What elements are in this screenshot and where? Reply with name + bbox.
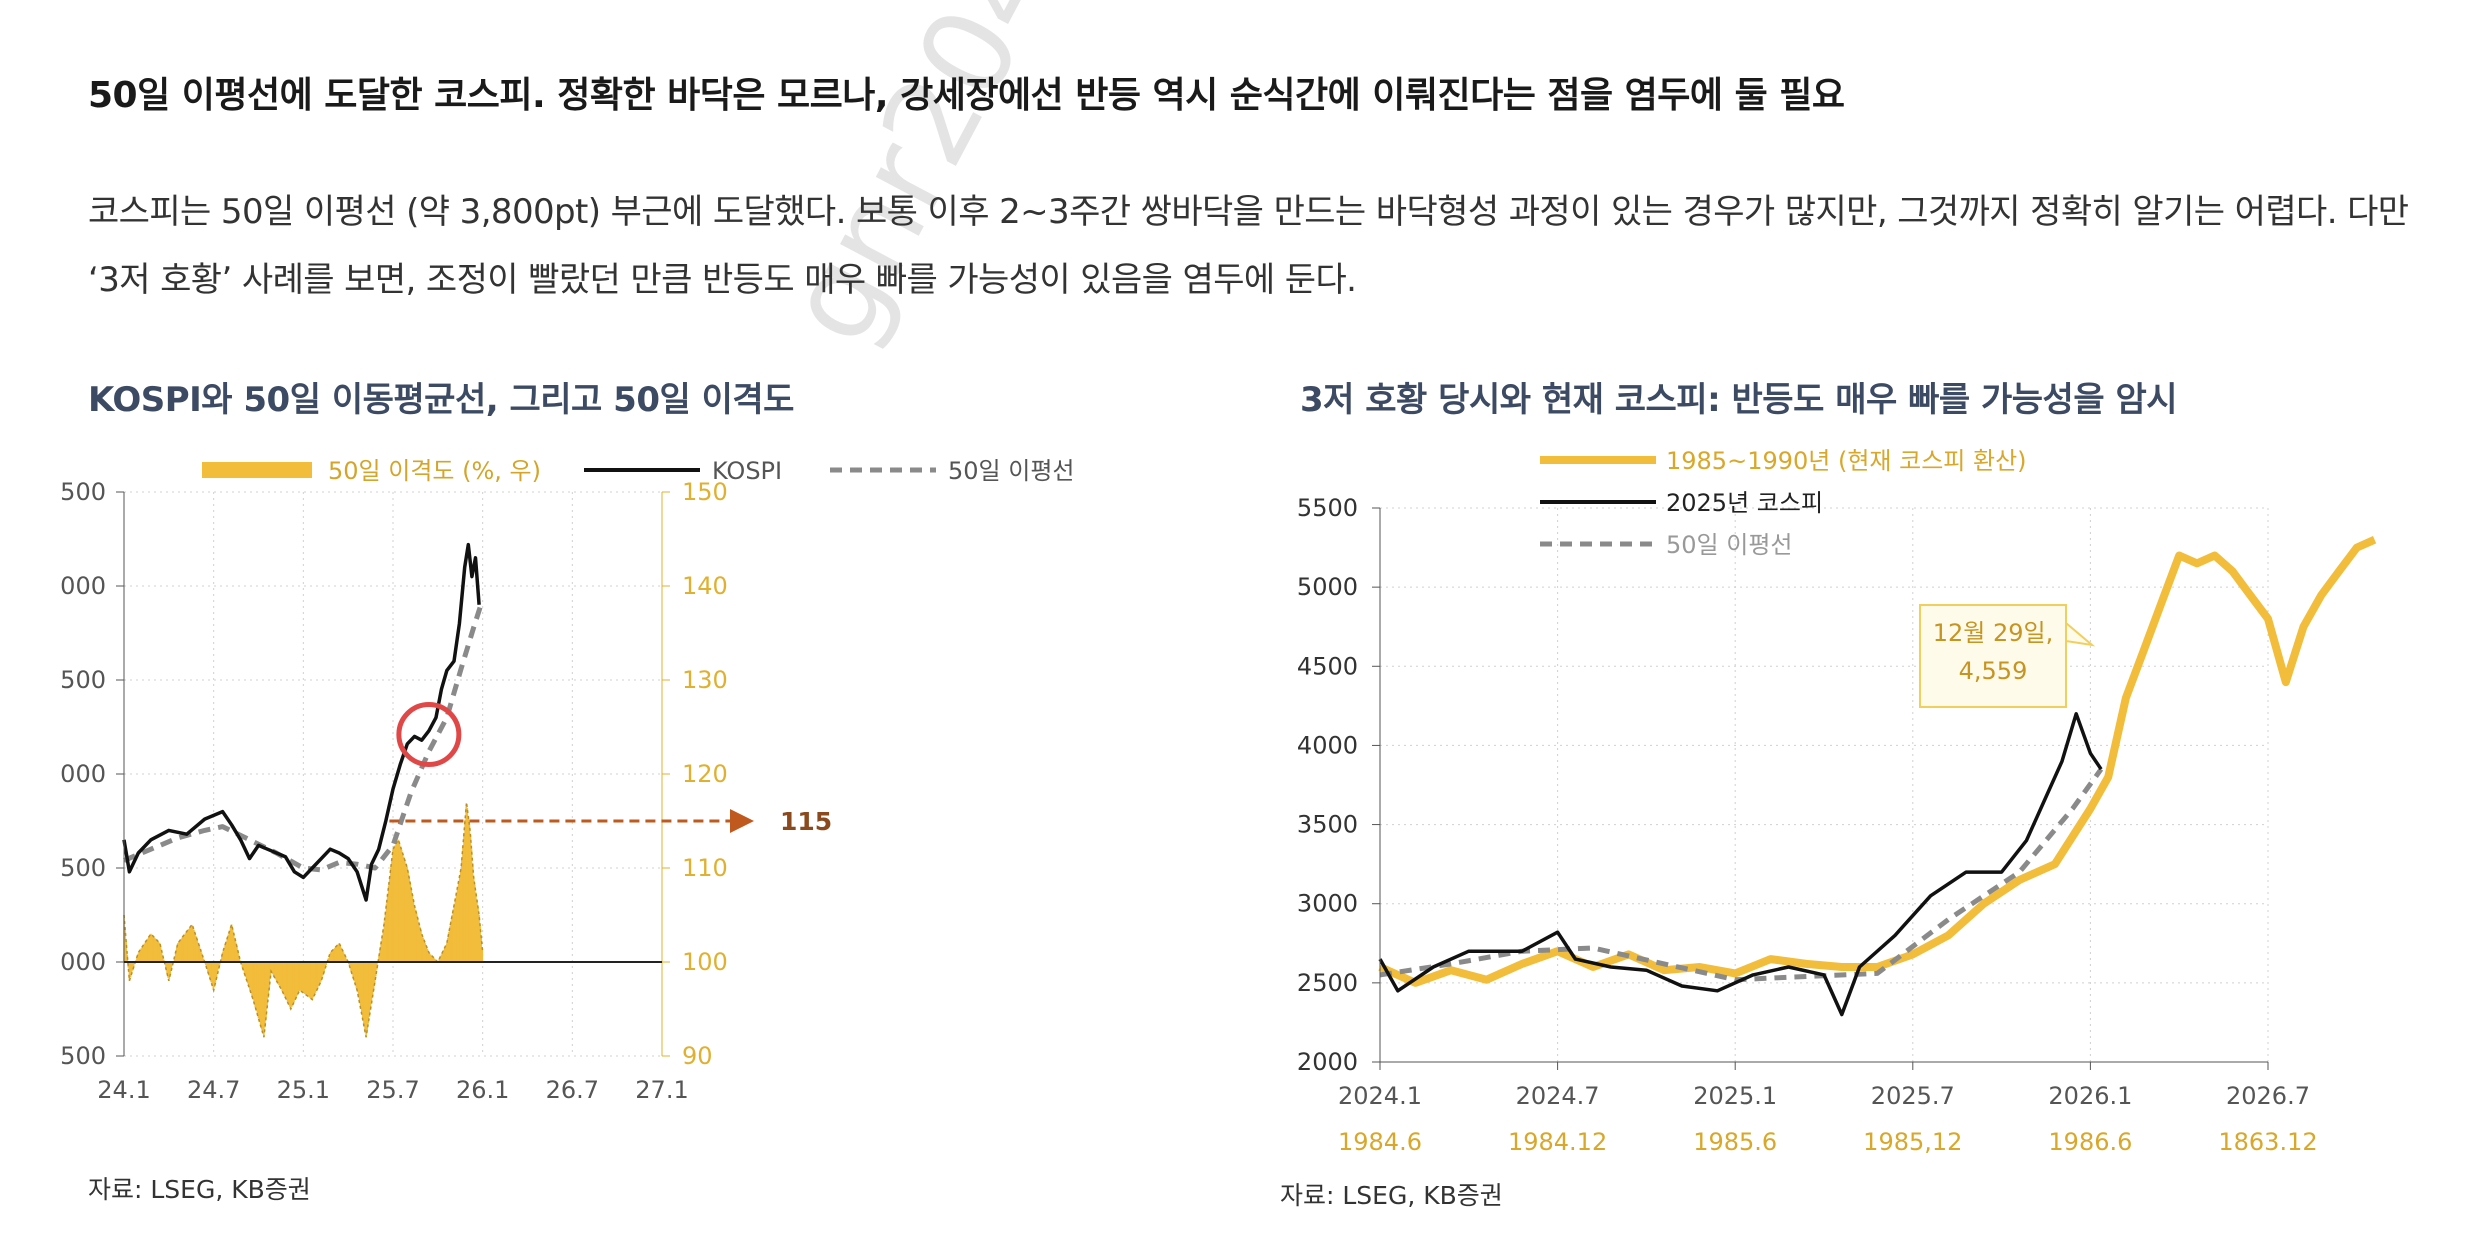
y-tick-label: 2000 [1297, 1048, 1358, 1076]
y-left-tick-label: 1,500 [60, 1042, 106, 1070]
y-tick-label: 3000 [1297, 890, 1358, 918]
y-tick-label: 2500 [1297, 969, 1358, 997]
y-right-tick-label: 110 [682, 854, 728, 882]
callout-pointer [2065, 620, 2096, 647]
x-tick-label: 2025.1 [1693, 1082, 1777, 1110]
left-chart-legend: 50일 이격도 (%, 우) KOSPI 50일 이평선 [202, 457, 1075, 485]
right-chart: 2024.1 1984.6 2024.7 1984.12 2025.1 1985.6 202… [1297, 447, 2377, 1156]
left-chart-grid [124, 491, 663, 1057]
annotation-label: 115 [780, 807, 832, 836]
legend-swatch-deviation [202, 462, 312, 478]
x-tick-label: 25.7 [366, 1076, 419, 1104]
x-tick-label: 2024.1 [1338, 1082, 1422, 1110]
x-tick-label: 27.1 [635, 1076, 688, 1104]
y-right-tick-label: 130 [682, 666, 728, 694]
legend-label-ma50: 50일 이평선 [948, 457, 1075, 485]
highlight-circle [396, 702, 462, 768]
y-left-tick-label: 3,500 [60, 666, 106, 694]
y-right-tick-label: 100 [682, 948, 728, 976]
right-chart-legend: 1985~1990년 (현재 코스피 환산) 2025년 코스피 50일 이평선 [1540, 447, 2027, 559]
summary-paragraph: 코스피는 50일 이평선 (약 3,800pt) 부근에 도달했다. 보통 이후… [88, 192, 2409, 300]
left-chart: 24.1 24.7 25.1 25.7 26.1 26.7 27.1 4,500 4,000 3,… [60, 457, 1075, 1104]
y-left-tick-label: 3,000 [60, 760, 106, 788]
left-chart-title: KOSPI와 50일 이동평균선, 그리고 50일 이격도 [88, 380, 794, 420]
left-chart-source: 자료: LSEG, KB증권 [88, 1175, 311, 1204]
x-tick-label-secondary: 1985,12 [1863, 1128, 1962, 1156]
y-left-tick-label: 2,500 [60, 854, 106, 882]
x-tick-label-secondary: 1986.6 [2048, 1128, 2132, 1156]
kospi-line [122, 542, 481, 902]
y-tick-label: 3500 [1297, 811, 1358, 839]
y-tick-label: 4500 [1297, 652, 1358, 680]
x-tick-label-secondary: 1984.12 [1508, 1128, 1607, 1156]
annotation-arrowhead [730, 809, 754, 833]
left-chart-axes: 24.1 24.7 25.1 25.7 26.1 26.7 27.1 4,500 4,000 3,… [60, 478, 728, 1104]
right-chart-lines [1378, 536, 2377, 1017]
left-chart-bars [123, 802, 484, 1038]
y-left-tick-label: 2,000 [60, 948, 106, 976]
callout-box [1919, 604, 2067, 708]
x-tick-label: 2025.7 [1871, 1082, 1955, 1110]
x-tick-label: 24.1 [97, 1076, 150, 1104]
legend-label-kospi-2025: 2025년 코스피 [1666, 489, 1823, 517]
callout-text: 4,559 [1959, 657, 2028, 685]
right-chart-title: 3저 호황 당시와 현재 코스피: 반등도 매우 빠를 가능성을 암시 [1300, 380, 2178, 420]
x-tick-label: 2026.1 [2048, 1082, 2132, 1110]
x-tick-label: 25.1 [277, 1076, 330, 1104]
ma50-line [123, 604, 484, 873]
right-chart-source: 자료: LSEG, KB증권 [1280, 1181, 1503, 1210]
legend-label-ma50: 50일 이평선 [1666, 531, 1793, 559]
y-left-tick-label: 4,500 [60, 478, 106, 506]
y-right-tick-label: 150 [682, 478, 728, 506]
right-chart-callout: 12월 29일, 4,559 [1919, 604, 2096, 708]
y-left-tick-label: 4,000 [60, 572, 106, 600]
x-tick-label: 26.1 [456, 1076, 509, 1104]
legend-label-deviation: 50일 이격도 (%, 우) [328, 457, 541, 485]
y-right-tick-label: 90 [682, 1042, 713, 1070]
x-tick-label-secondary: 1985.6 [1693, 1128, 1777, 1156]
callout-text: 12월 29일, [1933, 619, 2054, 647]
legend-label-kospi: KOSPI [712, 457, 782, 485]
legend-label-historical: 1985~1990년 (현재 코스피 환산) [1666, 447, 2027, 475]
y-right-tick-label: 140 [682, 572, 728, 600]
x-tick-label: 26.7 [546, 1076, 599, 1104]
y-tick-label: 5500 [1297, 494, 1358, 522]
historical-1985-line [1378, 536, 2377, 987]
left-chart-lines [122, 542, 484, 902]
left-chart-annotation: 115 [389, 702, 832, 836]
x-tick-label: 24.7 [187, 1076, 240, 1104]
x-tick-label-secondary: 1984.6 [1338, 1128, 1422, 1156]
y-tick-label: 5000 [1297, 573, 1358, 601]
page-headline: 50일 이평선에 도달한 코스피. 정확한 바닥은 모르나, 강세장에선 반등 … [88, 75, 1845, 116]
kospi-2025-line [1378, 712, 2103, 1017]
y-right-tick-label: 120 [682, 760, 728, 788]
x-tick-label: 2026.7 [2226, 1082, 2310, 1110]
ma50-line [1379, 767, 2104, 983]
x-tick-label: 2024.7 [1516, 1082, 1600, 1110]
y-tick-label: 4000 [1297, 731, 1358, 759]
x-tick-label-secondary: 1863.12 [2218, 1128, 2317, 1156]
right-chart-axes: 2024.1 1984.6 2024.7 1984.12 2025.1 1985.6 202… [1297, 494, 2318, 1156]
